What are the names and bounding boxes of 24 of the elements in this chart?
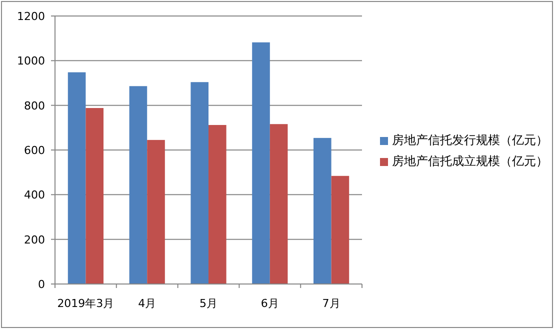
bar — [252, 42, 270, 284]
legend-label: 房地产信托成立规模（亿元） — [392, 154, 548, 169]
x-tick-label: 7月 — [322, 297, 340, 310]
x-tick-label: 5月 — [200, 297, 218, 310]
y-tick-label: 600 — [24, 144, 45, 157]
bar — [313, 138, 332, 284]
bar — [129, 86, 148, 284]
bar — [331, 176, 350, 284]
legend-label: 房地产信托发行规模（亿元） — [392, 133, 548, 148]
bar — [208, 124, 226, 284]
y-tick-label: 1000 — [17, 54, 45, 68]
bar — [270, 124, 288, 284]
y-tick-label: 800 — [24, 99, 45, 112]
bar — [68, 72, 86, 284]
bar — [86, 108, 104, 284]
bar — [190, 82, 208, 284]
x-tick-label: 6月 — [260, 297, 279, 310]
x-tick-label: 2019年3月 — [57, 297, 114, 310]
x-tick-label: 4月 — [138, 297, 156, 310]
y-tick-label: 0 — [38, 278, 45, 291]
y-tick-label: 1200 — [17, 10, 45, 23]
y-tick-label: 200 — [24, 233, 45, 246]
y-tick-label: 400 — [24, 188, 45, 202]
bar — [147, 140, 165, 284]
